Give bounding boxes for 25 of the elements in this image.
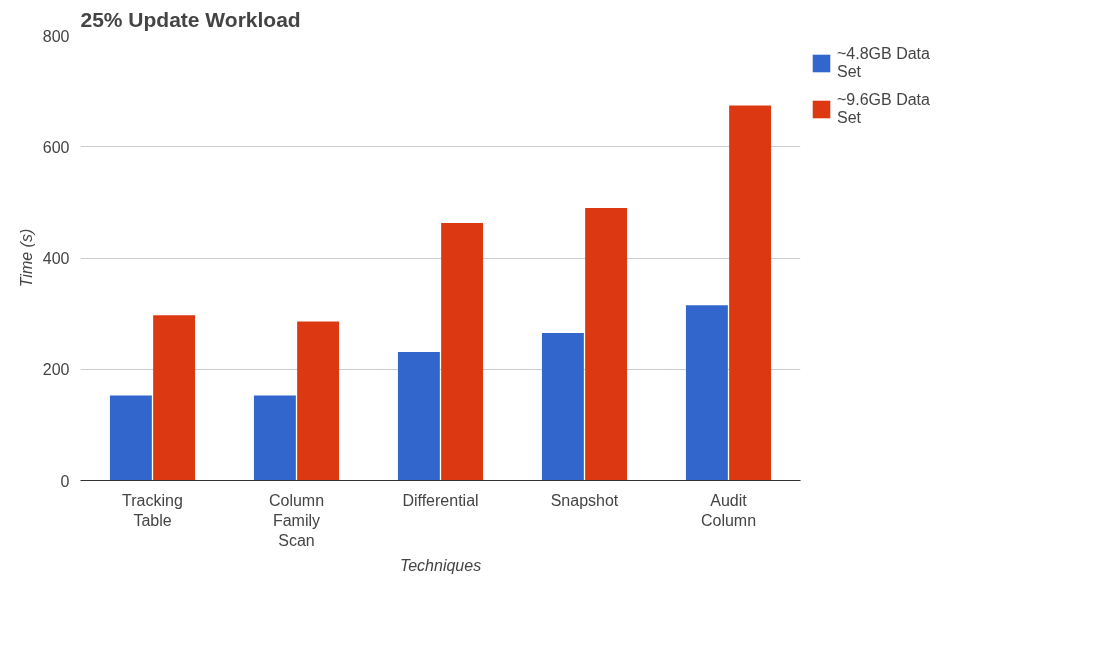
- y-tick-label: 400: [42, 250, 70, 267]
- bar: [297, 321, 340, 481]
- x-tick-label: Column Family Scan: [268, 491, 325, 550]
- y-axis-title: Time (s): [17, 228, 35, 288]
- x-tick-label: Snapshot: [550, 491, 619, 509]
- y-tick-label: 0: [60, 472, 70, 490]
- bar: [153, 315, 196, 481]
- bar: [685, 305, 728, 481]
- bar: [441, 222, 484, 481]
- legend-label: ~4.8GB Data Set: [837, 45, 930, 81]
- chart-title: 25% Update Workload: [80, 7, 301, 31]
- bar: [397, 352, 440, 481]
- x-tick-label: Differential: [402, 491, 479, 509]
- y-tick-label: 800: [42, 27, 70, 45]
- bar: [253, 395, 296, 481]
- x-axis-title: Techniques: [399, 557, 482, 575]
- bar: [541, 333, 584, 481]
- bar: [729, 105, 772, 481]
- legend-label: ~9.6GB Data Set: [837, 91, 930, 127]
- y-tick-label: 200: [42, 361, 70, 379]
- y-tick-label: 600: [42, 138, 70, 156]
- x-tick-label: Audit Column: [700, 491, 757, 529]
- x-tick-label: Tracking Table: [122, 491, 183, 529]
- bar: [109, 395, 152, 481]
- bar: [585, 207, 628, 481]
